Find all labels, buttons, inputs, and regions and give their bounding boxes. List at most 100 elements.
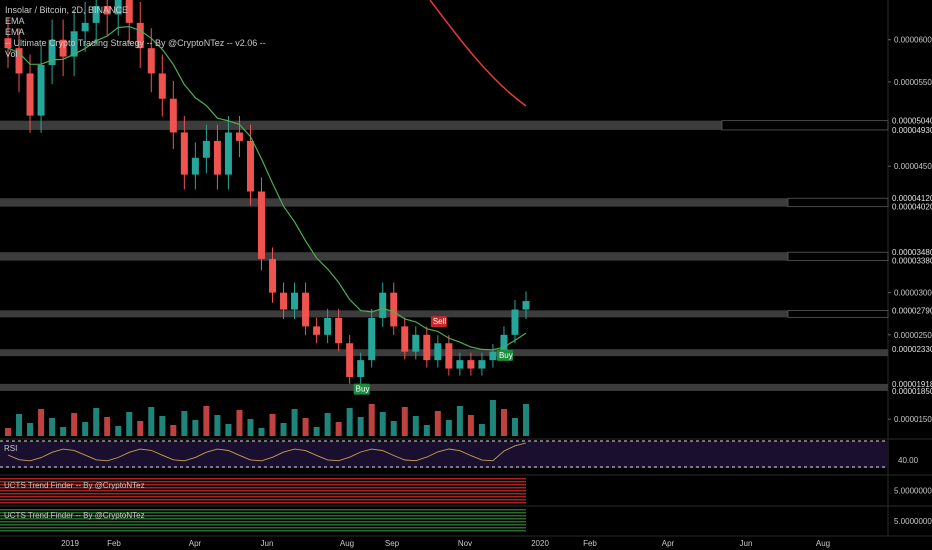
volume-bar — [71, 413, 78, 436]
volume-bar — [170, 425, 177, 436]
volume-bar — [93, 408, 100, 436]
candle-body — [313, 326, 321, 335]
signal-label: Buy — [356, 385, 370, 394]
candle-body — [456, 360, 464, 369]
volume-bar — [390, 421, 397, 436]
candle-body — [213, 140, 221, 175]
sr-level-band — [0, 252, 788, 261]
signal-buy-badge[interactable] — [353, 383, 370, 395]
candle-body — [191, 157, 199, 175]
candle-body — [246, 140, 254, 192]
candle-body — [202, 140, 210, 158]
volume-bar — [203, 406, 210, 436]
candle-body — [302, 292, 310, 327]
sr-level-band — [0, 383, 888, 391]
x-tick-label: Jun — [740, 539, 753, 548]
volume-bar — [137, 421, 144, 436]
candle-body — [489, 351, 497, 361]
ucts-stripe — [0, 530, 526, 532]
candle-body — [147, 48, 155, 74]
candle-body — [103, 6, 111, 15]
volume-bar — [346, 408, 353, 436]
candle-body — [357, 360, 365, 377]
candle-body — [136, 22, 144, 49]
candle-body — [70, 31, 78, 57]
volume-bar — [269, 414, 276, 436]
ucts-stripe — [0, 502, 526, 504]
ucts-stripe — [0, 490, 526, 492]
candle-body — [224, 132, 232, 175]
ema-slow-line — [429, 0, 527, 107]
x-tick-label: Aug — [340, 539, 354, 548]
sr-level-outline — [787, 309, 889, 318]
rsi-label[interactable]: RSI — [4, 444, 18, 453]
level-lower-label: 0.00004020 — [892, 203, 932, 212]
ema-fast-label[interactable]: EMA — [5, 16, 25, 26]
volume-bar — [412, 416, 419, 436]
level-upper-label: 0.00003480 — [892, 248, 932, 257]
ucts-axis-value: 5.00000000 — [894, 487, 932, 496]
candle-body — [445, 343, 453, 369]
volume-label[interactable]: Vol — [5, 49, 18, 59]
x-tick-label: Apr — [189, 539, 202, 548]
sr-level-band — [0, 349, 888, 357]
level-lower-label: 0.00001850 — [892, 387, 932, 396]
candle-body — [467, 360, 475, 369]
level-lower-label: 0.00003380 — [892, 257, 932, 266]
volume-bar — [27, 423, 34, 436]
candle-body — [26, 73, 34, 116]
volume-bar — [247, 419, 254, 436]
volume-bar — [523, 404, 529, 436]
candle-body — [48, 39, 56, 66]
level-upper-label: 0.00002790 — [892, 306, 932, 315]
signal-buy-badge[interactable] — [496, 349, 513, 361]
ema-slow-label[interactable]: EMA — [5, 27, 25, 37]
volume-bar — [60, 427, 67, 436]
candle-body — [81, 22, 89, 32]
ucts-stripe — [0, 509, 526, 511]
volume-bar — [236, 410, 243, 436]
signal-sell-badge[interactable] — [430, 316, 447, 328]
volume-bar — [192, 420, 199, 436]
level-upper-label: 0.00005040 — [892, 117, 932, 126]
volume-bar — [16, 414, 23, 436]
volume-bar — [115, 426, 122, 436]
volume-bar — [335, 422, 342, 436]
x-tick-label: Feb — [107, 539, 121, 548]
sr-level-band — [0, 198, 788, 207]
ucts-stripe — [0, 478, 526, 480]
ucts-stripe — [0, 515, 526, 517]
volume-bar — [456, 406, 463, 436]
candle-body — [368, 317, 376, 361]
ucts-stripe — [0, 499, 526, 501]
volume-bar — [379, 412, 386, 436]
volume-bar — [401, 407, 408, 436]
ucts-pane-1-label[interactable]: UCTS Trend Finder -- By @CryptoNTez — [4, 481, 145, 490]
volume-bar — [148, 407, 155, 436]
volume-bar — [368, 404, 375, 436]
ucts-stripe — [0, 521, 526, 523]
volume-bar — [500, 409, 507, 436]
strategy-label[interactable]: -- Ultimate Crypto Trading Strategy -- B… — [5, 38, 266, 48]
candle-body — [291, 292, 299, 310]
level-upper-label: 0.00001918 — [892, 380, 932, 389]
ucts-stripe — [0, 481, 526, 483]
x-tick-label: Jun — [261, 539, 274, 548]
candle-body — [401, 326, 409, 352]
candle-body — [92, 6, 100, 23]
candle-body — [423, 334, 431, 361]
symbol-title[interactable]: Insolar / Bitcoin, 2D, BINANCE — [5, 5, 129, 15]
level-lower-label: 0.00004930 — [892, 126, 932, 135]
volume-bar — [159, 416, 166, 436]
ucts-axis-value: 5.00000000 — [894, 517, 932, 526]
candle-body — [390, 292, 398, 327]
candle-body — [235, 132, 243, 141]
ucts-pane-2-label[interactable]: UCTS Trend Finder -- By @CryptoNTez — [4, 511, 145, 520]
level-upper-label: 0.00004120 — [892, 194, 932, 203]
x-tick-label: Apr — [662, 539, 675, 548]
